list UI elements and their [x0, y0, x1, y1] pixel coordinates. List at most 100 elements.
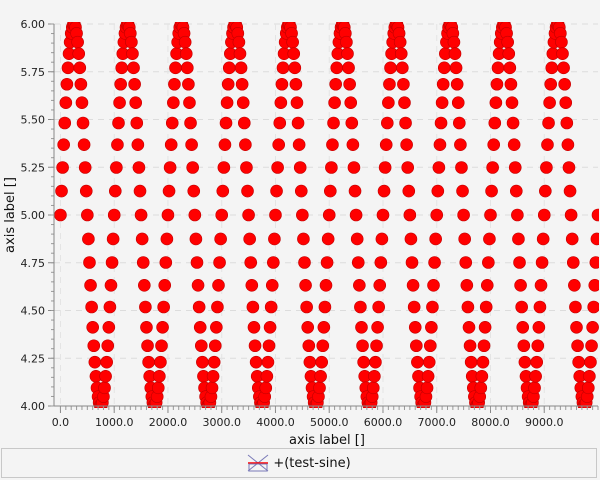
data-point	[184, 116, 197, 130]
data-point	[347, 161, 361, 174]
data-point	[327, 116, 340, 130]
data-point	[162, 184, 176, 198]
data-point	[451, 96, 465, 110]
axes: 4.00 4.25 4.50 4.75 5.00 5.25 5.50 5.75 6.00 0.0 1…	[21, 18, 599, 429]
data-point	[478, 320, 492, 334]
data-point	[100, 355, 113, 369]
data-point	[464, 355, 478, 369]
data-point	[84, 279, 97, 292]
data-point	[514, 279, 527, 292]
data-point	[582, 381, 595, 395]
data-point	[57, 138, 70, 151]
data-point	[235, 77, 249, 91]
data-point	[536, 232, 550, 246]
data-point	[59, 96, 73, 110]
data-point	[572, 355, 585, 369]
data-point	[105, 256, 119, 269]
data-point	[232, 35, 246, 49]
data-point	[323, 184, 337, 198]
data-point	[155, 339, 168, 353]
data-point	[399, 116, 412, 130]
data-point	[348, 184, 362, 198]
data-point	[56, 161, 69, 174]
data-point	[344, 96, 358, 110]
data-point	[318, 300, 332, 314]
data-point	[346, 138, 360, 151]
data-point	[431, 184, 445, 198]
data-point	[435, 96, 449, 110]
data-point	[447, 35, 461, 49]
data-point	[275, 77, 289, 91]
data-point	[104, 279, 118, 292]
x-tick-label: 8000.0	[471, 416, 510, 429]
data-point	[163, 161, 177, 174]
data-point	[289, 77, 303, 91]
data-point	[126, 47, 139, 61]
data-point	[454, 138, 467, 151]
data-point	[511, 208, 524, 222]
data-point	[531, 339, 545, 353]
data-point	[585, 339, 598, 353]
data-point	[58, 116, 72, 130]
y-axis-label: axis label []	[3, 177, 18, 253]
data-point	[325, 161, 338, 174]
data-point	[515, 300, 528, 314]
data-point	[560, 116, 574, 130]
data-point	[241, 184, 254, 198]
data-point	[82, 232, 95, 246]
data-point	[270, 184, 283, 198]
data-point	[141, 339, 154, 353]
data-point	[406, 279, 420, 292]
data-point	[158, 279, 172, 292]
data-point	[540, 161, 553, 174]
data-point	[302, 339, 316, 353]
data-point	[286, 35, 299, 49]
x-tick-label: 0.0	[52, 416, 70, 429]
data-point	[555, 35, 568, 49]
data-point	[322, 208, 336, 222]
data-point	[398, 96, 411, 110]
data-point	[490, 77, 504, 91]
data-point	[382, 96, 395, 110]
data-point	[268, 232, 281, 246]
data-point	[351, 256, 365, 269]
data-point	[236, 96, 250, 110]
chart: 4.00 4.25 4.50 4.75 5.00 5.25 5.50 5.75 6.00 0.0 1…	[3, 18, 599, 448]
data-point	[106, 232, 120, 246]
data-point	[181, 61, 194, 75]
data-point	[487, 138, 501, 151]
data-point	[108, 184, 122, 198]
data-point	[194, 339, 208, 353]
data-point	[211, 300, 224, 314]
data-point	[237, 116, 251, 130]
data-point	[159, 256, 173, 269]
data-point	[189, 232, 203, 246]
data-point	[107, 208, 121, 222]
data-point	[483, 232, 496, 246]
data-point	[541, 138, 554, 151]
data-point	[423, 339, 437, 353]
data-point	[130, 116, 144, 130]
y-tick-label: 5.75	[21, 66, 46, 79]
data-point	[216, 184, 230, 198]
data-point	[179, 47, 193, 61]
data-point	[156, 320, 169, 334]
data-point	[501, 35, 514, 49]
data-point	[343, 77, 356, 91]
data-point	[505, 96, 519, 110]
y-tick-label: 4.00	[21, 400, 46, 413]
data-point	[134, 208, 148, 222]
data-point	[101, 339, 115, 353]
data-point	[475, 369, 489, 383]
data-point	[503, 61, 517, 75]
data-point	[484, 208, 497, 222]
data-point	[206, 369, 220, 383]
data-point	[377, 184, 391, 198]
data-point	[411, 355, 424, 369]
x-tick-label: 4000.0	[256, 416, 295, 429]
data-point	[88, 355, 102, 369]
data-point	[183, 96, 196, 110]
data-point	[140, 320, 153, 334]
data-point	[379, 138, 393, 151]
data-point	[461, 300, 475, 314]
